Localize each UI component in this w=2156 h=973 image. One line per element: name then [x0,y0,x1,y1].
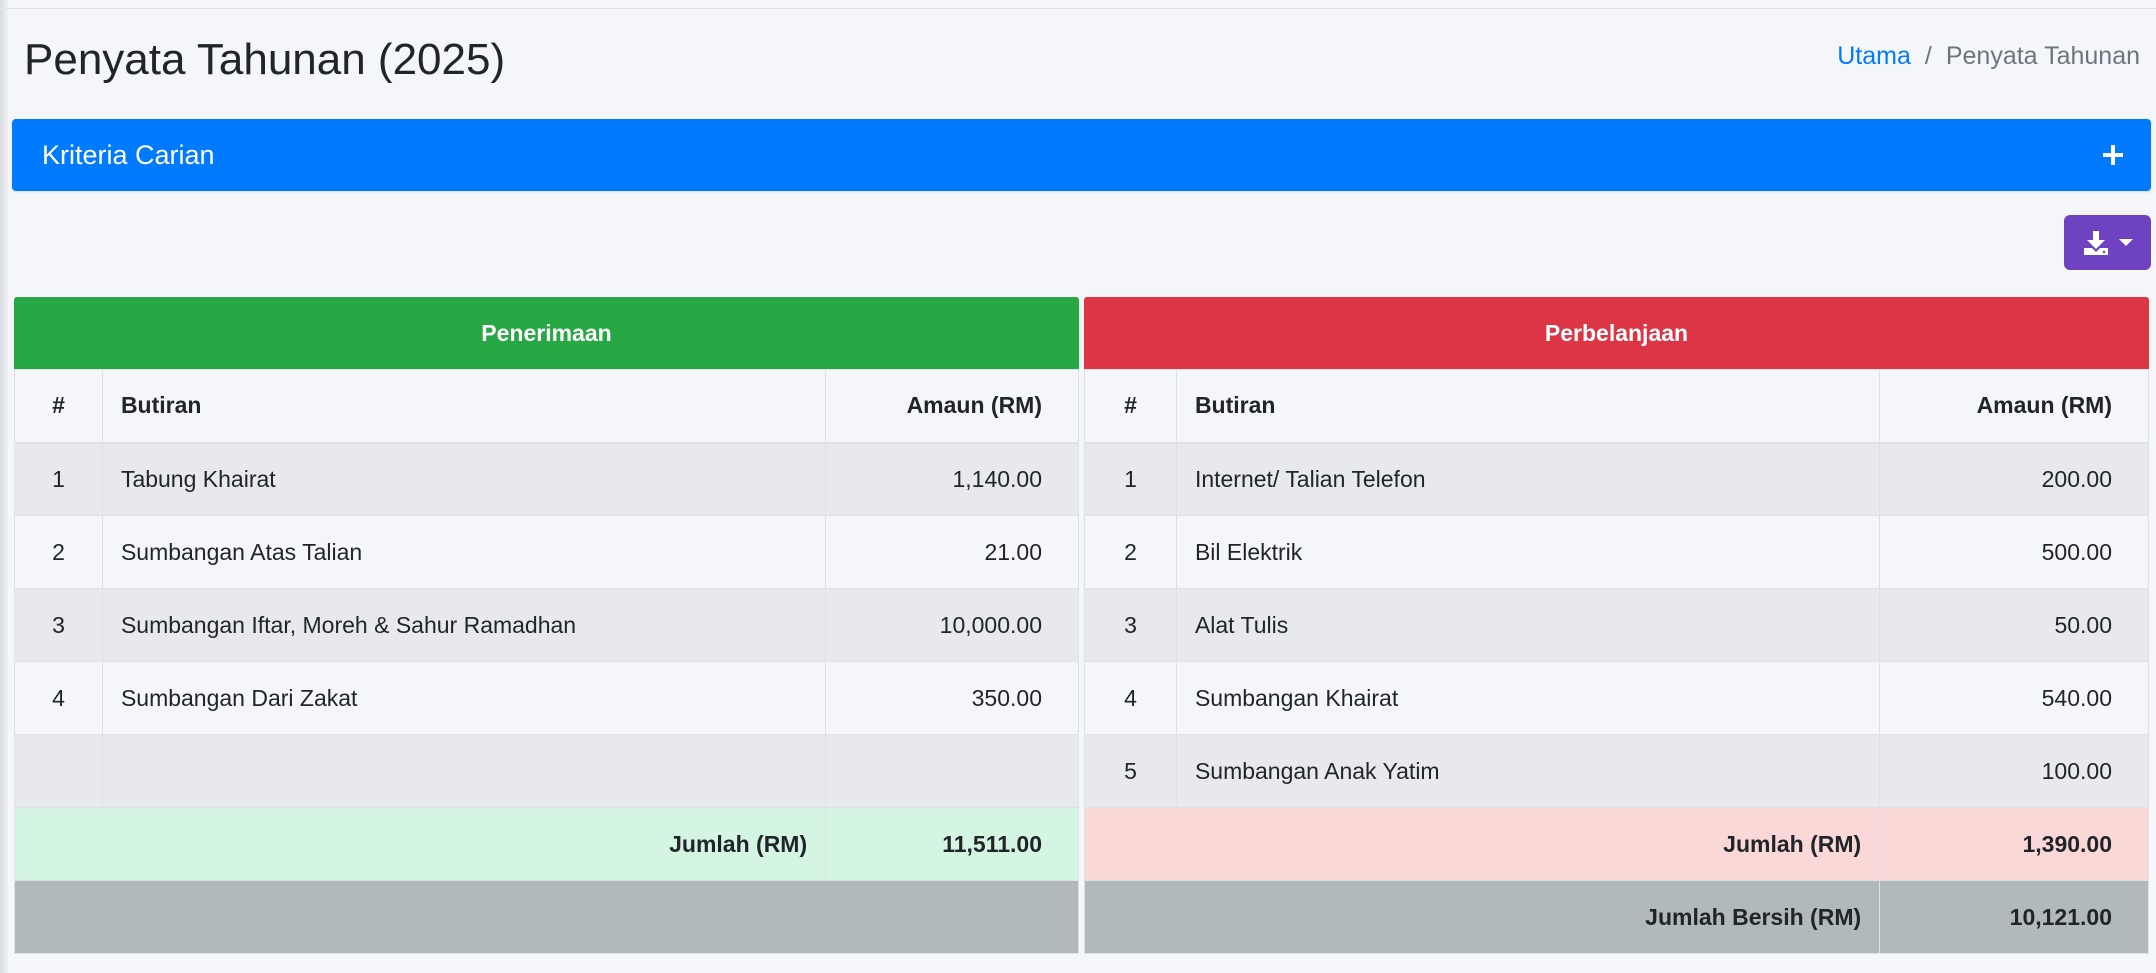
column-header-no: # [14,369,103,444]
row-item: Sumbangan Dari Zakat [101,661,827,735]
row-no: 5 [1084,734,1177,808]
export-dropdown-button[interactable] [2064,215,2151,270]
table-row: 3 Sumbangan Iftar, Moreh & Sahur Ramadha… [14,588,1079,662]
row-item: Sumbangan Iftar, Moreh & Sahur Ramadhan [101,588,827,662]
income-table: # Butiran Amaun (RM) 1 Tabung Khairat 1,… [13,369,1079,954]
row-item: Alat Tulis [1175,588,1881,662]
page-title: Penyata Tahunan (2025) [24,35,506,84]
caret-down-icon [2118,239,2133,246]
net-total-value: 10,121.00 [1879,880,2149,954]
breadcrumb: Utama / Penyata Tahunan [1837,38,2140,74]
income-net-row [14,880,1079,954]
row-item: Internet/ Talian Telefon [1175,442,1881,516]
row-amount: 200.00 [1879,442,2149,516]
income-header: Penerimaan [14,297,1079,369]
row-no: 1 [1084,442,1177,516]
table-row: 3 Alat Tulis 50.00 [1084,588,2149,662]
row-amount: 500.00 [1879,515,2149,589]
row-amount: 1,140.00 [825,442,1079,516]
search-criteria-card[interactable]: Kriteria Carian [12,119,2151,191]
table-row: 4 Sumbangan Khairat 540.00 [1084,661,2149,735]
expense-header-row: # Butiran Amaun (RM) [1084,369,2149,444]
income-total-row: Jumlah (RM) 11,511.00 [13,807,1079,881]
row-amount: 350.00 [825,661,1079,735]
row-no: 1 [14,442,103,516]
row-item: Sumbangan Anak Yatim [1175,734,1881,808]
table-row: 2 Sumbangan Atas Talian 21.00 [14,515,1079,589]
expense-table: # Butiran Amaun (RM) 1 Internet/ Talian … [1083,369,2149,954]
row-item: Bil Elektrik [1175,515,1881,589]
income-net-empty [14,880,1079,954]
row-amount: 21.00 [825,515,1079,589]
expense-header: Perbelanjaan [1084,297,2149,369]
table-row: 1 Internet/ Talian Telefon 200.00 [1084,442,2149,516]
column-header-amount: Amaun (RM) [1879,369,2149,444]
expense-total-label: Jumlah (RM) [1083,807,1881,881]
income-total-label: Jumlah (RM) [13,807,827,881]
plus-icon[interactable] [2103,145,2123,165]
row-amount: 100.00 [1879,734,2149,808]
row-item: Sumbangan Khairat [1175,661,1881,735]
column-header-item: Butiran [101,369,827,444]
row-item-empty [101,734,827,808]
income-total-value: 11,511.00 [825,807,1079,881]
row-no: 2 [1084,515,1177,589]
table-row: 5 Sumbangan Anak Yatim 100.00 [1084,734,2149,808]
net-total-label: Jumlah Bersih (RM) [1083,880,1881,954]
row-no: 2 [14,515,103,589]
table-row: 4 Sumbangan Dari Zakat 350.00 [14,661,1079,735]
breadcrumb-home-link[interactable]: Utama [1837,42,1911,70]
row-no: 4 [1084,661,1177,735]
row-no-empty [14,734,103,808]
row-item: Sumbangan Atas Talian [101,515,827,589]
table-row-empty [14,734,1079,808]
row-amount: 10,000.00 [825,588,1079,662]
row-no: 4 [14,661,103,735]
search-criteria-title: Kriteria Carian [42,139,215,170]
table-row: 2 Bil Elektrik 500.00 [1084,515,2149,589]
breadcrumb-current: Penyata Tahunan [1945,42,2140,70]
top-divider [0,8,2156,9]
window-edge [0,0,8,973]
row-item: Tabung Khairat [101,442,827,516]
download-icon [2083,230,2108,255]
row-no: 3 [14,588,103,662]
row-amount: 50.00 [1879,588,2149,662]
breadcrumb-separator: / [1924,42,1932,70]
net-total-row: Jumlah Bersih (RM) 10,121.00 [1083,880,2149,954]
income-header-row: # Butiran Amaun (RM) [14,369,1079,444]
row-amount-empty [825,734,1079,808]
column-header-no: # [1084,369,1177,444]
column-header-amount: Amaun (RM) [825,369,1079,444]
column-header-item: Butiran [1175,369,1881,444]
income-panel: Penerimaan # Butiran Amaun (RM) 1 Tabung… [13,297,1079,960]
row-no: 3 [1084,588,1177,662]
expense-panel: Perbelanjaan # Butiran Amaun (RM) 1 Inte… [1083,297,2149,960]
row-amount: 540.00 [1879,661,2149,735]
expense-total-value: 1,390.00 [1879,807,2149,881]
table-row: 1 Tabung Khairat 1,140.00 [14,442,1079,516]
expense-total-row: Jumlah (RM) 1,390.00 [1083,807,2149,881]
